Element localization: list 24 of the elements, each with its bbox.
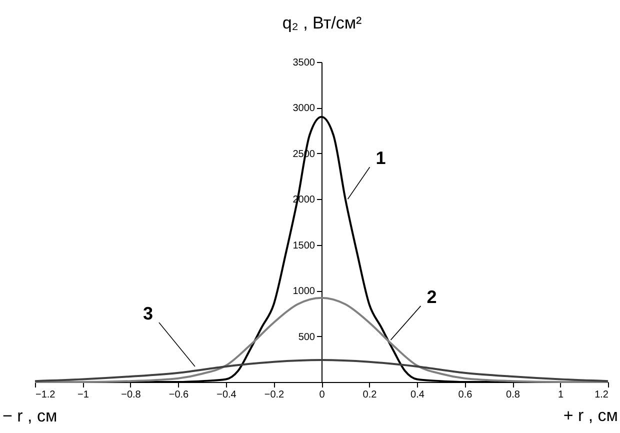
y-axis-title: q₂ , Вт/см²	[282, 14, 362, 32]
x-tick-label: −0.8	[121, 390, 142, 400]
y-tick-label: 3000	[292, 103, 316, 114]
x-tick-label: −1.2	[36, 390, 56, 400]
x-tick-label: 0.6	[458, 390, 473, 400]
text: + r , см	[563, 406, 618, 425]
annotation: 3	[142, 303, 153, 324]
x-tick-label: 1.2	[594, 390, 609, 400]
y-tick-label: 1500	[292, 240, 316, 252]
x-tick-label: 1	[558, 390, 564, 400]
x-axis-title: − r , см	[2, 406, 58, 426]
annotation: 1	[376, 148, 386, 168]
x-tick-label: −0.6	[168, 390, 190, 400]
y-tick-label: 3500	[292, 58, 316, 68]
x-tick-label: 0	[319, 390, 326, 400]
x-tick-label: −1	[78, 390, 90, 400]
x-tick-label: −0.4	[216, 390, 237, 400]
x-tick-label: 0.8	[506, 390, 520, 400]
y-tick-label: 1000	[292, 286, 316, 298]
x-tick-label: 0.2	[362, 390, 378, 400]
x-tick-label: 0.4	[410, 390, 425, 400]
x-tick-label: −0.2	[264, 390, 285, 400]
annotation: 2	[426, 286, 437, 307]
y-tick-label: 500	[298, 332, 316, 343]
